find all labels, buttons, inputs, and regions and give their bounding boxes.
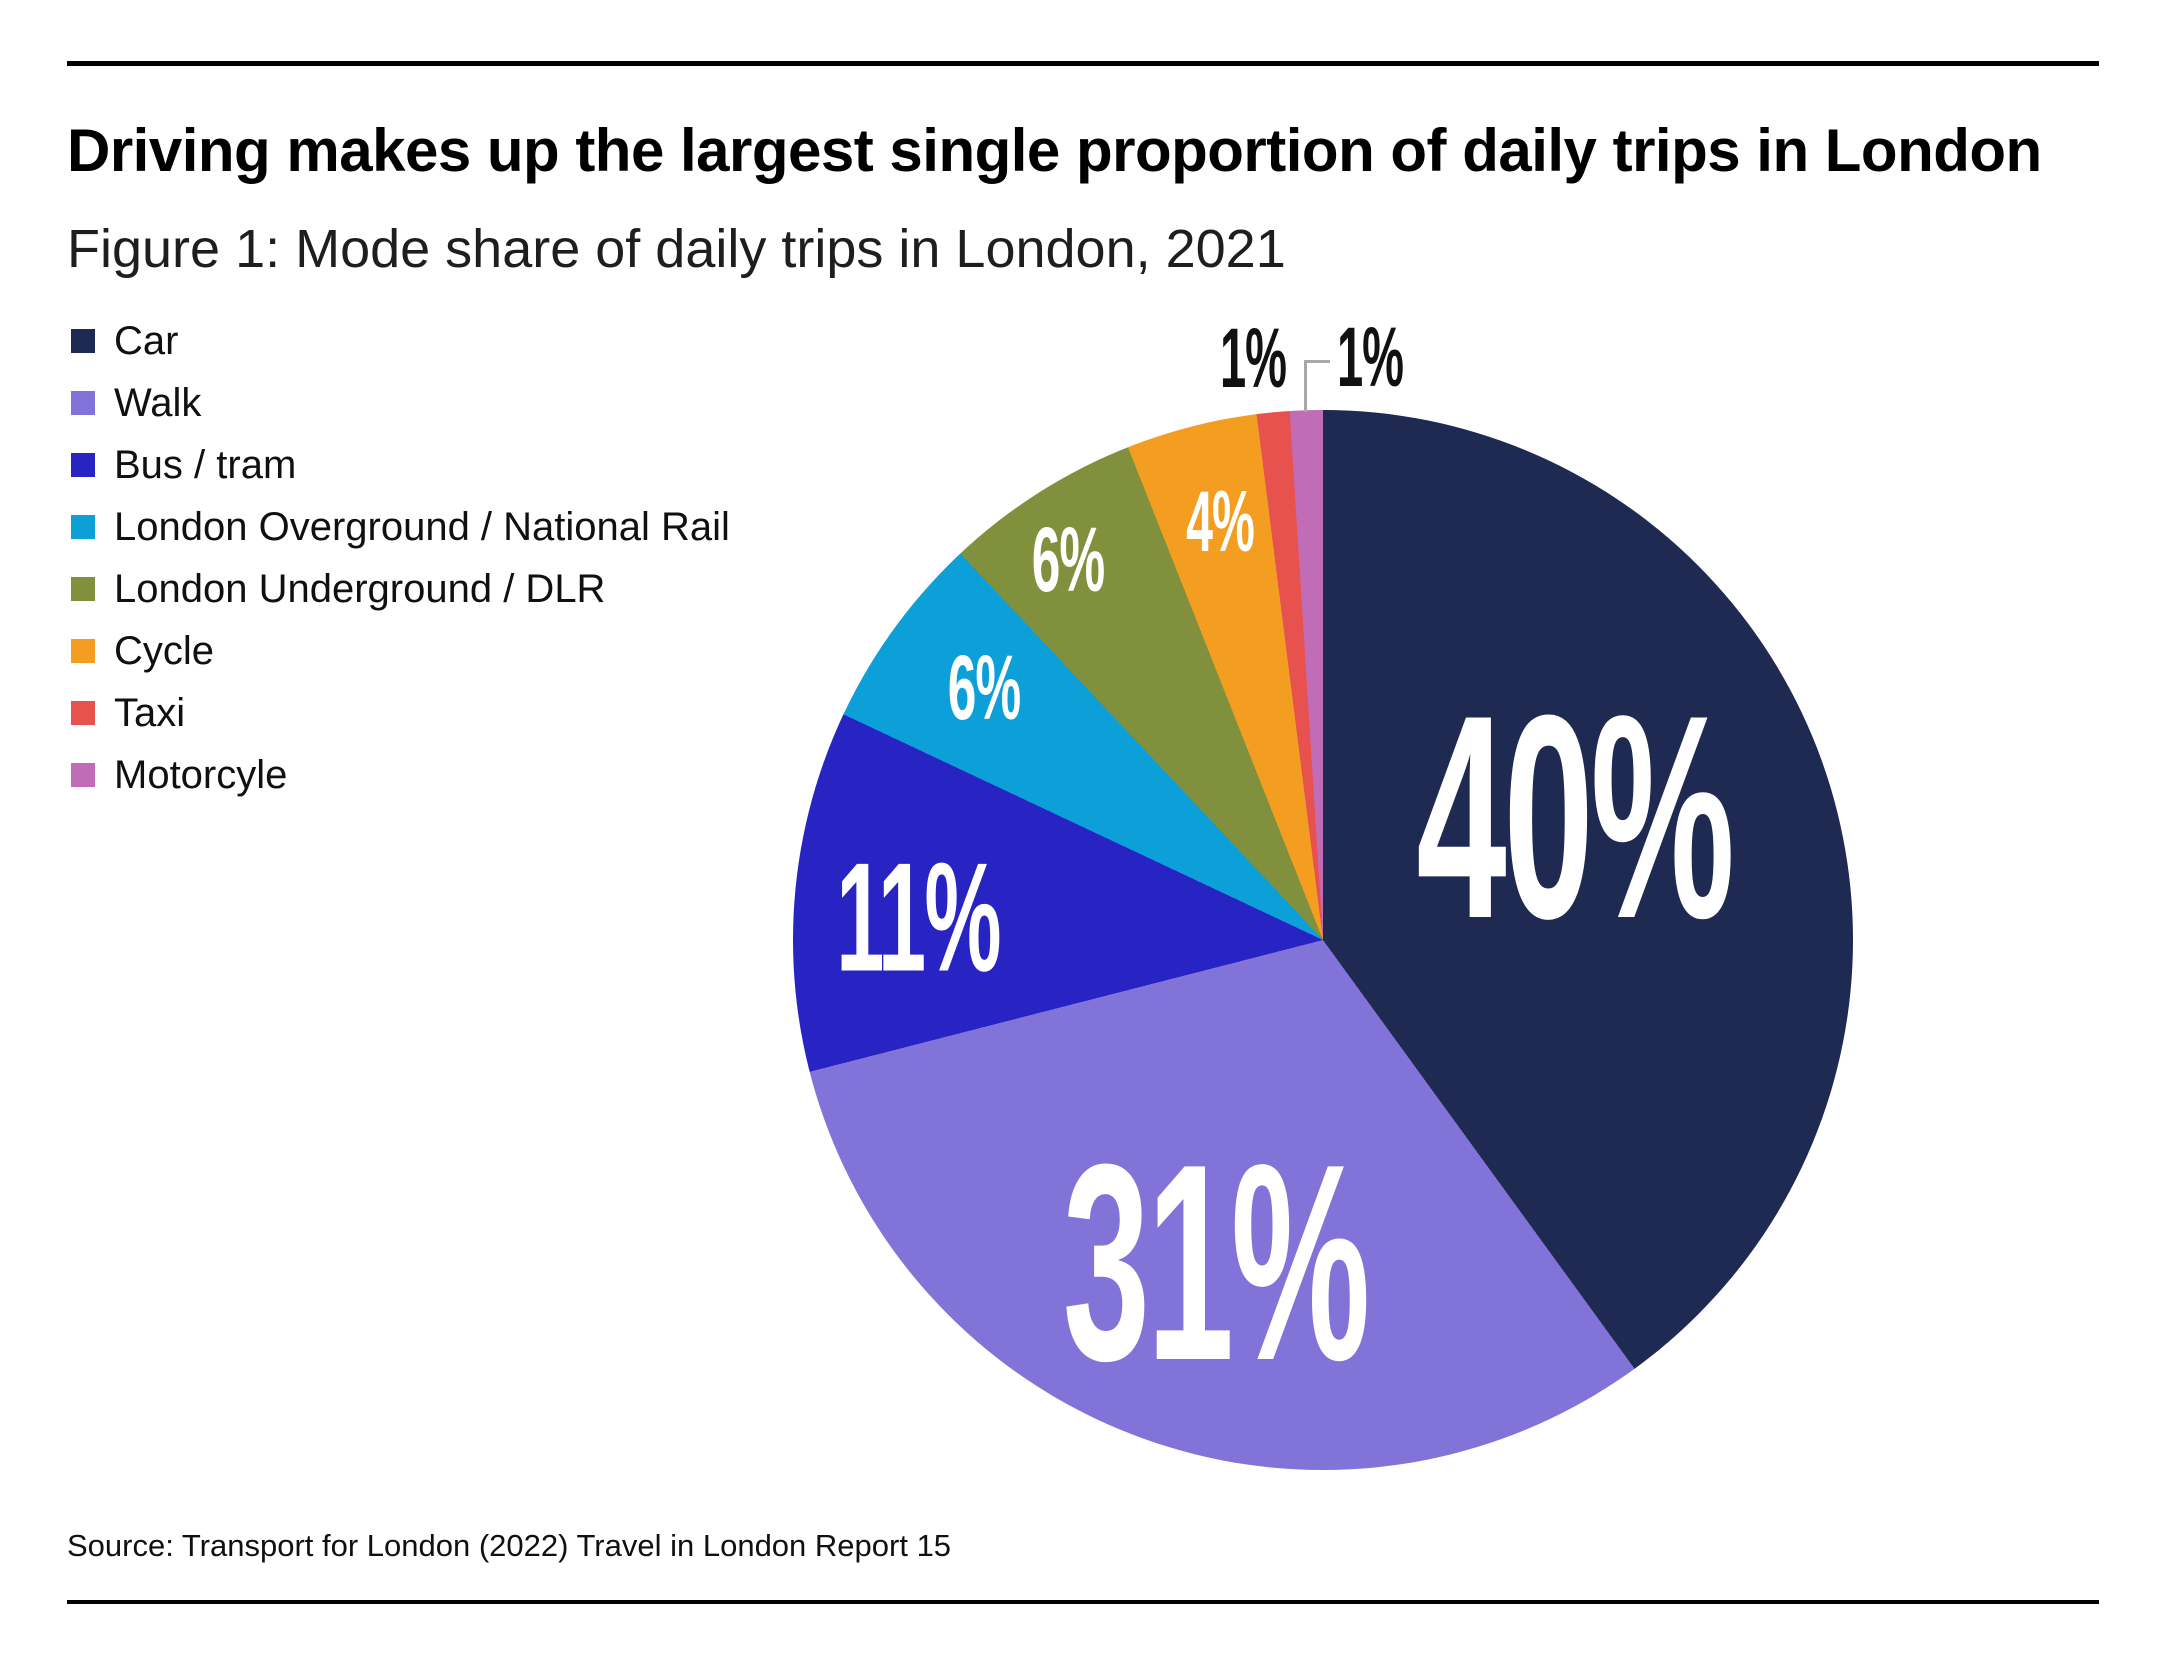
slice-value-label-car: 40% — [1416, 655, 1735, 979]
motorcycle-callout-line — [1304, 360, 1330, 363]
source-note: Source: Transport for London (2022) Trav… — [67, 1528, 952, 1563]
slice-value-label-london-overground-national-rail: 6% — [947, 637, 1021, 739]
slice-value-label-cycle: 4% — [1186, 474, 1255, 570]
legend-label: Cycle — [114, 628, 215, 673]
legend-swatch — [71, 453, 95, 477]
slice-value-label-bus-tram: 11% — [836, 830, 1001, 1004]
pie-chart — [793, 410, 1853, 1470]
legend-item-taxi: Taxi — [71, 682, 730, 744]
legend-item-cycle: Cycle — [71, 620, 730, 682]
legend-item-london-overground-national-rail: London Overground / National Rail — [71, 496, 730, 558]
legend-item-walk: Walk — [71, 372, 730, 434]
legend-swatch — [71, 329, 95, 353]
legend-item-car: Car — [71, 310, 730, 372]
legend-label: London Underground / DLR — [114, 566, 606, 611]
legend-swatch — [71, 391, 95, 415]
slice-value-label-motorcyle: 1% — [1336, 310, 1404, 404]
legend-label: Bus / tram — [114, 442, 297, 487]
slice-value-label-walk: 31% — [1062, 1107, 1371, 1419]
legend-label: Motorcyle — [114, 752, 288, 797]
top-rule — [67, 61, 2099, 66]
legend-label: Taxi — [114, 690, 186, 735]
legend-swatch — [71, 763, 95, 787]
legend-swatch — [71, 701, 95, 725]
figure-caption: Figure 1: Mode share of daily trips in L… — [67, 219, 1286, 279]
legend-swatch — [71, 577, 95, 601]
legend-item-london-underground-dlr: London Underground / DLR — [71, 558, 730, 620]
slice-value-label-taxi: 1% — [1219, 311, 1287, 405]
page-title: Driving makes up the largest single prop… — [67, 117, 2042, 184]
legend-label: Car — [114, 318, 179, 363]
slice-value-label-london-underground-dlr: 6% — [1031, 509, 1105, 611]
legend-label: Walk — [114, 380, 202, 425]
legend-label: London Overground / National Rail — [114, 504, 730, 549]
legend: Car Walk Bus / tram London Overground / Nat… — [71, 310, 730, 806]
legend-item-motorcyle: Motorcyle — [71, 744, 730, 806]
bottom-rule — [67, 1600, 2099, 1604]
legend-swatch — [71, 515, 95, 539]
motorcycle-callout-line — [1304, 360, 1307, 412]
legend-swatch — [71, 639, 95, 663]
legend-item-bus-tram: Bus / tram — [71, 434, 730, 496]
